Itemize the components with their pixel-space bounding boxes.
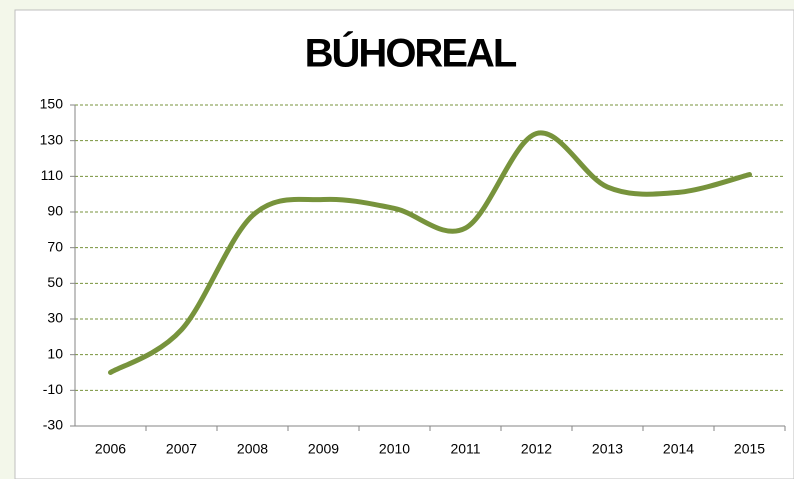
y-tick-label: 70 [47,238,63,254]
x-tick-label: 2011 [450,441,480,457]
y-tick-label: 30 [47,310,63,326]
chart-area [14,9,794,479]
y-tick-label: 130 [40,131,64,147]
y-tick-label: 150 [40,96,64,112]
x-tick-label: 2009 [308,441,339,457]
y-tick-label: -30 [43,417,63,433]
chart-title: BÚHOREAL [305,30,517,76]
x-tick-label: 2015 [734,441,765,457]
x-tick-label: 2008 [237,441,268,457]
y-tick-label: 90 [47,203,63,219]
y-tick-label: 10 [47,345,63,361]
x-tick-label: 2012 [521,441,552,457]
y-tick-label: 50 [47,274,63,290]
x-tick-label: 2014 [663,441,694,457]
x-tick-label: 2010 [379,441,410,457]
y-tick-label: 110 [41,167,64,183]
x-tick-label: 2013 [592,441,623,457]
x-tick-label: 2007 [166,441,197,457]
line [108,130,752,375]
x-tick-label: 2006 [95,441,126,457]
y-tick-label: -10 [43,381,63,397]
